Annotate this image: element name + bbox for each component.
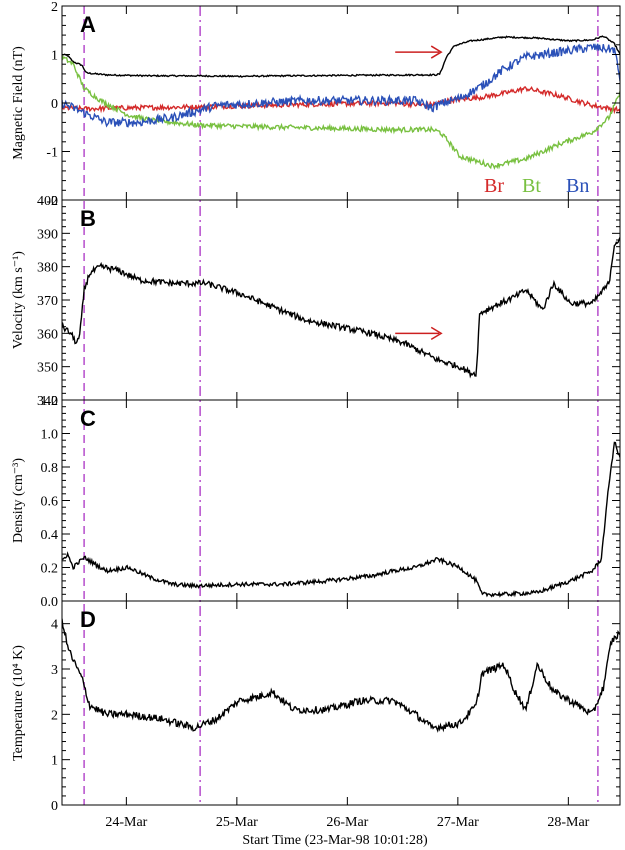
panel-d-ytick-label: 1 — [51, 754, 58, 769]
panel-b-ytick-label: 360 — [37, 327, 58, 342]
panel-c-ytick-label: 0.0 — [41, 595, 59, 610]
axis-ticks — [62, 5, 620, 806]
xtick-label: 28-Mar — [547, 815, 589, 830]
panel-b-frame — [61, 199, 621, 401]
series-B-v-line — [62, 237, 620, 379]
series-A-b-line — [62, 35, 620, 78]
panel-d-letter: D — [80, 607, 96, 632]
panel-b-ytick-label: 340 — [37, 394, 58, 409]
panel-b-ytick-label: 390 — [37, 227, 58, 242]
panel-b-ytick-label: 380 — [37, 261, 58, 276]
panel-a-letter: A — [80, 12, 96, 37]
panel-a-ytick-label: -2 — [46, 194, 58, 209]
panel-c-frame — [61, 399, 621, 602]
panel-c-ytick-label: 0.4 — [41, 528, 59, 543]
data-series-layer — [62, 35, 620, 733]
xtick-label: 27-Mar — [437, 815, 479, 830]
panel-c-letter: C — [80, 406, 96, 431]
legend-br: Br — [484, 175, 504, 197]
panel-d-ytick-label: 2 — [51, 708, 58, 723]
panel-d-ytick-label: 4 — [51, 618, 58, 633]
panel-a-ytick-label: 1 — [51, 49, 58, 64]
series-D-t-line — [62, 618, 620, 733]
panel-c-ylabel: Density (cm⁻³) — [11, 458, 26, 543]
panel-a-event-arrow — [395, 45, 443, 59]
arrow-head — [430, 45, 443, 59]
panel-frames — [61, 5, 621, 806]
panel-b-ylabel: Velocity (km s⁻¹) — [11, 251, 26, 349]
panel-b-letter: B — [80, 206, 96, 231]
panel-c-ytick-label: 1.0 — [41, 428, 59, 443]
xtick-label: 25-Mar — [216, 815, 258, 830]
panel-d-ytick-label: 0 — [51, 799, 58, 814]
legend-bn: Bn — [566, 175, 589, 197]
panel-b-event-arrow — [395, 326, 443, 340]
xtick-label: 24-Mar — [105, 815, 147, 830]
panel-a-ylabel: Magnetic Field (nT) — [11, 46, 26, 160]
legend-bt: Bt — [522, 175, 541, 197]
panel-d-ytick-label: 3 — [51, 663, 58, 678]
panel-c-ytick-label: 1.2 — [41, 394, 59, 409]
panel-d-ylabel: Temperature (10⁴ K) — [11, 645, 26, 761]
panel-d-frame — [61, 600, 621, 806]
panel-b-ytick-label: 350 — [37, 361, 58, 376]
panel-a-ytick-label: 2 — [51, 0, 58, 15]
series-A-bt-line — [62, 54, 620, 170]
series-A-bn-line — [62, 43, 620, 128]
panel-a-ytick-label: 0 — [51, 97, 58, 112]
panel-b-ytick-label: 400 — [37, 194, 58, 209]
arrow-head — [430, 326, 443, 340]
xtick-label: 26-Mar — [326, 815, 368, 830]
x-axis-title: Start Time (23-Mar-98 10:01:28) — [242, 833, 428, 848]
panel-c-ytick-label: 0.8 — [41, 461, 59, 476]
panel-b-ytick-label: 370 — [37, 294, 58, 309]
event-marker-lines — [83, 6, 599, 805]
panel-c-ytick-label: 0.2 — [41, 562, 59, 577]
panel-a-ytick-label: -1 — [46, 146, 58, 161]
panel-c-ytick-label: 0.6 — [41, 495, 59, 510]
series-C-n-line — [62, 441, 620, 598]
